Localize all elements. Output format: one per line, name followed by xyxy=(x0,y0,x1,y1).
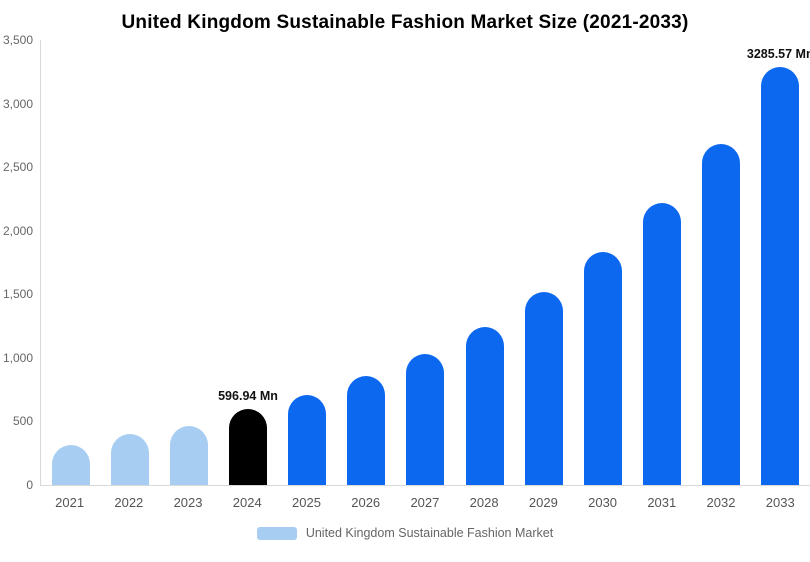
bar-2031[interactable] xyxy=(642,203,681,485)
bar-2033[interactable] xyxy=(761,67,800,485)
bar-column-2025 xyxy=(278,40,337,485)
bar-column-2028 xyxy=(455,40,514,485)
x-axis-label-2025: 2025 xyxy=(292,495,321,510)
bar-2030[interactable] xyxy=(583,252,622,485)
bar-column-2026 xyxy=(337,40,396,485)
bar-column-2023 xyxy=(159,40,218,485)
x-axis-label-2024: 2024 xyxy=(232,495,262,510)
x-axis-label-2030: 2030 xyxy=(588,495,618,510)
y-axis-tick-3000: 3,000 xyxy=(2,96,33,111)
chart-body: 3,500 3,000 2,500 2,000 1,500 1,000 500 0 596.9… xyxy=(0,33,810,510)
plot-wrap: 596.94 Mn 3285.57 Mn 2021 2022 2023 2024 2025… xyxy=(40,40,810,510)
legend-swatch xyxy=(256,526,297,540)
x-axis-label-2031: 2031 xyxy=(647,495,677,510)
bar-column-2021 xyxy=(41,40,100,485)
y-axis-tick-0: 0 xyxy=(26,478,33,492)
x-axis-label-2026: 2026 xyxy=(351,495,381,510)
bar-2028[interactable] xyxy=(465,327,504,485)
bar-column-2030 xyxy=(573,40,632,485)
bar-2023[interactable] xyxy=(169,426,208,485)
x-axis-label-2032: 2032 xyxy=(706,495,736,510)
bar-column-2031 xyxy=(632,40,691,485)
bar-value-label-2033: 3285.57 Mn xyxy=(746,47,810,61)
bar-2026[interactable] xyxy=(347,376,386,485)
bar-column-2032 xyxy=(692,40,751,485)
y-axis-tick-2000: 2,000 xyxy=(2,223,33,238)
bar-column-2033: 3285.57 Mn xyxy=(747,40,810,485)
legend[interactable]: United Kingdom Sustainable Fashion Marke… xyxy=(0,526,810,540)
y-axis-tick-500: 500 xyxy=(12,414,33,429)
bar-2027[interactable] xyxy=(406,354,445,485)
y-axis-tick-2500: 2,500 xyxy=(2,160,33,175)
x-axis-label-2027: 2027 xyxy=(410,495,440,510)
bar-2029[interactable] xyxy=(524,292,563,485)
y-axis: 3,500 3,000 2,500 2,000 1,500 1,000 500 0 xyxy=(0,33,40,492)
x-axis: 2021 2022 2023 2024 2025 2026 2027 2028 2029 2030… xyxy=(40,486,810,510)
bar-2022[interactable] xyxy=(110,434,149,485)
y-axis-tick-1500: 1,500 xyxy=(2,287,33,302)
y-axis-tick-3500: 3,500 xyxy=(2,33,33,47)
x-axis-label-2033: 2033 xyxy=(765,495,795,510)
bar-column-2022 xyxy=(100,40,159,485)
bar-2025[interactable] xyxy=(288,395,327,485)
x-axis-label-2022: 2022 xyxy=(114,495,144,510)
bar-column-2027 xyxy=(396,40,455,485)
x-axis-label-2028: 2028 xyxy=(469,495,499,510)
y-axis-tick-1000: 1,000 xyxy=(2,350,33,365)
bar-2024[interactable] xyxy=(228,409,267,485)
plot-area: 596.94 Mn 3285.57 Mn xyxy=(40,40,810,486)
x-axis-label-2021: 2021 xyxy=(55,495,85,510)
bar-2032[interactable] xyxy=(702,144,741,485)
bar-column-2029 xyxy=(514,40,573,485)
bar-value-label-2024: 596.94 Mn xyxy=(218,389,278,403)
chart-title: United Kingdom Sustainable Fashion Marke… xyxy=(121,12,689,33)
legend-label: United Kingdom Sustainable Fashion Marke… xyxy=(305,526,554,540)
bar-column-2024: 596.94 Mn xyxy=(218,40,278,485)
bar-2021[interactable] xyxy=(51,445,90,485)
x-axis-label-2023: 2023 xyxy=(173,495,203,510)
x-axis-label-2029: 2029 xyxy=(528,495,558,510)
